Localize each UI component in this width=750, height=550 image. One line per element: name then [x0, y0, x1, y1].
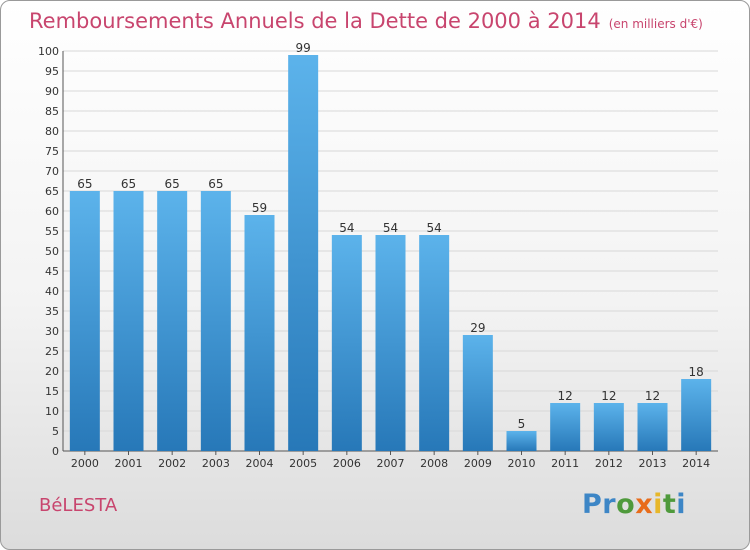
x-tick-label: 2000	[71, 457, 99, 470]
bar-value-label: 54	[339, 221, 354, 235]
bar-2010	[506, 431, 537, 451]
bar-2005	[288, 55, 319, 451]
x-tick-label: 2012	[595, 457, 623, 470]
bar-value-label: 65	[121, 177, 136, 191]
bar-value-label: 99	[296, 41, 311, 55]
x-tick-label: 2007	[377, 457, 405, 470]
logo-letter: o	[616, 489, 636, 520]
bars	[69, 55, 712, 451]
bar-2011	[550, 403, 581, 451]
y-tick-label: 45	[45, 265, 59, 278]
logo-letter: t	[662, 489, 677, 520]
x-tick-label: 2001	[115, 457, 143, 470]
x-tick-label: 2002	[158, 457, 186, 470]
commune-name: BéLESTA	[39, 495, 118, 516]
y-tick-label: 10	[45, 405, 59, 418]
y-tick-label: 30	[45, 325, 59, 338]
proxiti-logo: Proxiti	[582, 489, 686, 520]
labels: 0 5 10 15 20 25 30 35 40 45 50 55 60 65 70 75 80 85 90 95 10…	[38, 41, 710, 470]
bar-2009	[462, 335, 493, 451]
x-tick-label: 2013	[639, 457, 667, 470]
bar-2004	[244, 215, 275, 451]
x-tick-label: 2011	[551, 457, 579, 470]
x-tick-label: 2004	[246, 457, 274, 470]
bar-2014	[681, 379, 712, 451]
x-tick-label: 2006	[333, 457, 361, 470]
x-tick-label: 2014	[682, 457, 710, 470]
y-tick-label: 60	[45, 205, 59, 218]
title-text: Remboursements Annuels de la Dette de 20…	[29, 9, 601, 33]
chart-title: Remboursements Annuels de la Dette de 20…	[29, 9, 703, 33]
logo-letter: r	[602, 489, 617, 520]
logo-letter: P	[582, 489, 603, 520]
bar-value-label: 54	[427, 221, 442, 235]
bar-value-label: 18	[689, 365, 704, 379]
bar-2000	[69, 191, 100, 451]
bar-2012	[593, 403, 624, 451]
y-tick-label: 25	[45, 345, 59, 358]
y-tick-label: 80	[45, 125, 59, 138]
bar-2001	[113, 191, 144, 451]
y-tick-label: 65	[45, 185, 59, 198]
y-tick-label: 75	[45, 145, 59, 158]
x-tick-label: 2010	[508, 457, 536, 470]
bar-2003	[200, 191, 231, 451]
y-tick-label: 90	[45, 85, 59, 98]
bar-2013	[637, 403, 668, 451]
bar-value-label: 54	[383, 221, 398, 235]
bar-value-label: 65	[165, 177, 180, 191]
y-tick-label: 35	[45, 305, 59, 318]
y-tick-label: 20	[45, 365, 59, 378]
y-tick-label: 50	[45, 245, 59, 258]
logo-letter: x	[635, 489, 654, 520]
logo-letter: i	[653, 489, 663, 520]
logo-letter: i	[676, 489, 687, 520]
bar-value-label: 59	[252, 201, 267, 215]
bar-value-label: 65	[77, 177, 92, 191]
bar-2007	[375, 235, 406, 451]
bar-2008	[419, 235, 450, 451]
x-tick-label: 2009	[464, 457, 492, 470]
bar-2002	[157, 191, 188, 451]
bar-value-label: 65	[208, 177, 223, 191]
y-tick-label: 70	[45, 165, 59, 178]
title-unit: (en milliers d'€)	[608, 17, 703, 31]
y-tick-label: 5	[52, 425, 59, 438]
bar-2006	[331, 235, 362, 451]
bar-value-label: 12	[601, 389, 616, 403]
y-tick-label: 85	[45, 105, 59, 118]
y-tick-label: 15	[45, 385, 59, 398]
y-tick-label: 55	[45, 225, 59, 238]
y-tick-label: 95	[45, 65, 59, 78]
x-tick-label: 2008	[420, 457, 448, 470]
bar-value-label: 12	[558, 389, 573, 403]
y-tick-label: 0	[52, 445, 59, 458]
x-tick-label: 2005	[289, 457, 317, 470]
bar-value-label: 12	[645, 389, 660, 403]
y-tick-label: 40	[45, 285, 59, 298]
bar-value-label: 5	[518, 417, 526, 431]
x-tick-label: 2003	[202, 457, 230, 470]
y-tick-label: 100	[38, 45, 59, 58]
bar-value-label: 29	[470, 321, 485, 335]
